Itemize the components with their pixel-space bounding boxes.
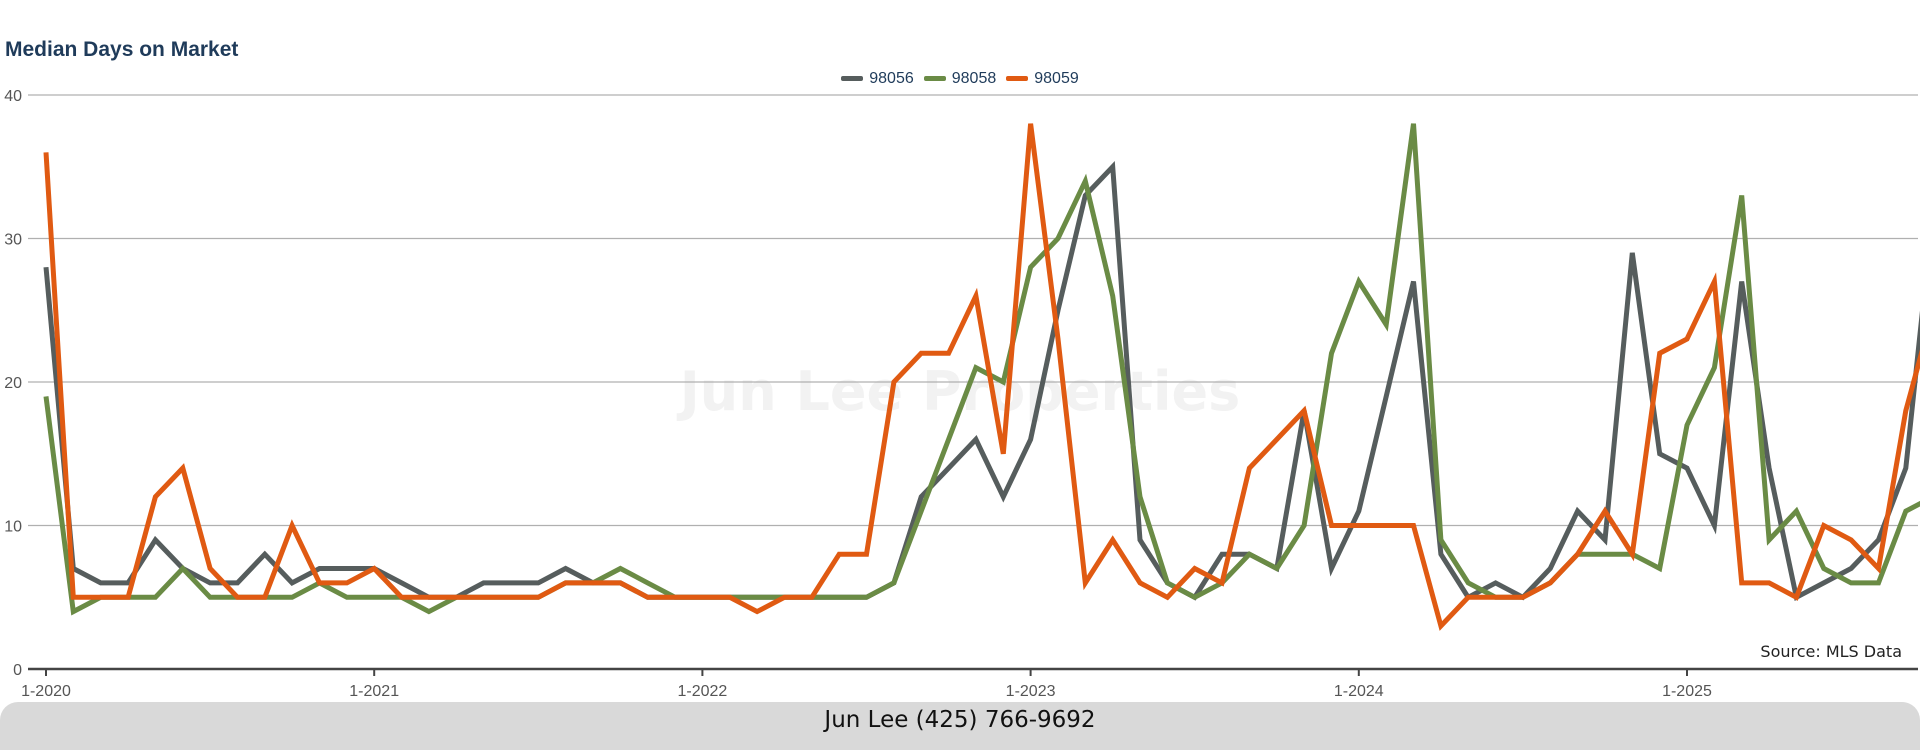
legend-swatch — [923, 76, 946, 81]
source-note: Source: MLS Data — [1760, 642, 1902, 661]
y-tick-label: 40 — [4, 88, 22, 105]
y-tick-label: 0 — [13, 662, 22, 679]
x-tick-label: 1-2022 — [677, 683, 727, 700]
x-tick-label: 1-2021 — [349, 683, 399, 700]
x-tick-label: 1-2023 — [1006, 683, 1056, 700]
series-line-98058 — [43, 123, 1920, 616]
legend-item-98056: 98056 — [841, 70, 914, 88]
legend-label: 98056 — [869, 69, 914, 87]
grid-lines — [28, 94, 1918, 527]
line-chart: 0 10 20 30 40 1-2020 1-2021 1-2022 1-2023 1-2024… — [4, 88, 1920, 700]
series-line-98056 — [43, 160, 1920, 602]
y-axis-ticks: 0 10 20 30 40 — [4, 88, 22, 679]
x-tick-label: 1-2024 — [1334, 683, 1384, 700]
x-tick-label: 1-2020 — [21, 683, 71, 700]
legend-item-98058: 98058 — [923, 69, 997, 88]
legend-label: 98058 — [951, 69, 997, 87]
legend-swatch — [1006, 76, 1029, 81]
y-tick-label: 20 — [4, 375, 22, 392]
legend-swatch — [841, 76, 864, 81]
footer-contact: Jun Lee (425) 766-9692 — [824, 707, 1096, 733]
legend-label: 98059 — [1034, 69, 1079, 87]
footer-bar — [0, 702, 1920, 750]
x-tick-label: 1-2025 — [1662, 683, 1712, 700]
legend-item-98059: 98059 — [1006, 70, 1079, 88]
chart-title: Median Days on Market — [5, 38, 239, 61]
series-line-98059 — [43, 123, 1920, 631]
y-tick-label: 10 — [4, 519, 22, 536]
y-tick-label: 30 — [4, 232, 22, 249]
x-axis: 1-2020 1-2021 1-2022 1-2023 1-2024 1-2025 — [21, 667, 1918, 700]
series-lines — [43, 123, 1920, 631]
chart-legend: 98056 98058 98059 — [0, 68, 1920, 88]
